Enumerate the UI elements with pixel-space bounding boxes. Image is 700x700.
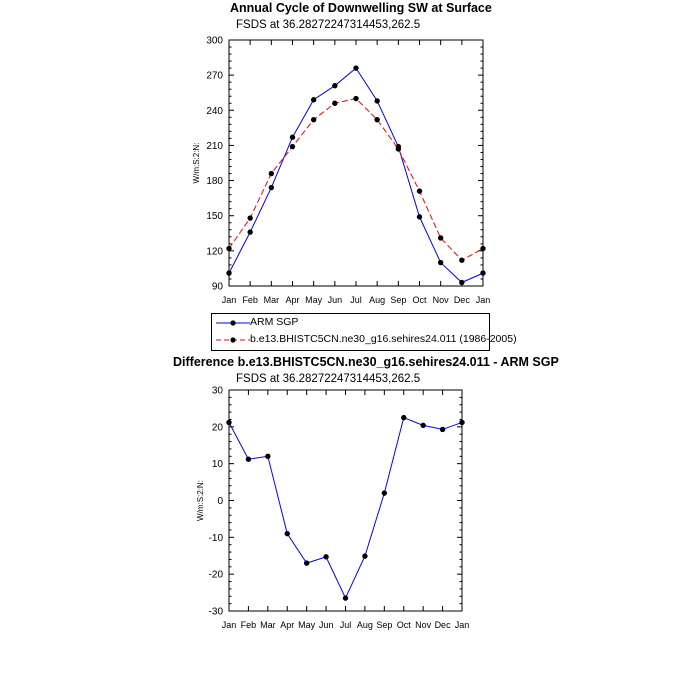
legend-item-arm: ARM SGP (212, 315, 488, 331)
data-point (459, 279, 465, 286)
xtick-label: Oct (412, 295, 427, 305)
data-point (245, 456, 252, 462)
xtick-label: Nov (415, 620, 432, 630)
ytick-label: -30 (209, 607, 224, 618)
xtick-label: Dec (435, 620, 452, 630)
data-point (374, 98, 380, 104)
xtick-label: Jan (476, 295, 491, 305)
data-point (416, 188, 423, 194)
chart2-plot: -30 -20 -10 0 10 20 30 Jan Feb Mar Apr May Jun Jul Aug… (196, 386, 469, 631)
y-axis-label: W/m:S:2:N: (192, 143, 201, 184)
ytick-label: 270 (206, 71, 223, 82)
data-point (284, 530, 290, 537)
legend-swatch-model (216, 337, 250, 343)
xtick-label: Feb (242, 295, 258, 305)
data-point (437, 235, 444, 241)
data-point (420, 422, 426, 429)
data-point (265, 453, 271, 459)
chart2-title: Difference b.e13.BHISTC5CN.ne30_g16.sehi… (173, 355, 559, 369)
xtick-label: Feb (241, 620, 257, 630)
data-point (310, 116, 317, 123)
data-point (459, 257, 465, 263)
data-point (459, 419, 465, 426)
data-point (226, 419, 232, 426)
data-point (303, 560, 310, 566)
xtick-label: Jan (222, 295, 237, 305)
xtick-label: Jun (319, 620, 334, 630)
ytick-label: 120 (206, 246, 223, 257)
y-axis-label: W/m:S:2:N: (196, 480, 205, 521)
data-point (226, 245, 232, 252)
ytick-label: 30 (212, 386, 224, 397)
data-point (395, 146, 402, 152)
data-point (416, 214, 423, 220)
chart1-frame (228, 39, 484, 287)
series-line (228, 98, 484, 261)
data-point (289, 143, 296, 150)
chart2-frame (228, 389, 463, 612)
xtick-label: Oct (397, 620, 412, 630)
xtick-label: Jul (340, 620, 352, 630)
xtick-label: Jan (222, 620, 237, 630)
xtick-label: Jun (328, 295, 343, 305)
xtick-label: Jul (350, 295, 362, 305)
data-point (381, 490, 388, 496)
ytick-label: 10 (212, 459, 224, 470)
ytick-label: 150 (206, 211, 223, 222)
xtick-label: Apr (280, 620, 294, 630)
ytick-label: 240 (206, 106, 223, 117)
xtick-label: Aug (357, 620, 373, 630)
ytick-label: 20 (212, 422, 224, 433)
data-point (268, 184, 275, 191)
xtick-label: Mar (260, 620, 276, 630)
ytick-label: -20 (209, 570, 224, 581)
data-point (332, 82, 338, 89)
ytick-label: 210 (206, 141, 223, 152)
xtick-label: May (305, 295, 323, 305)
xtick-label: Mar (264, 295, 280, 305)
data-point (362, 553, 368, 559)
xtick-label: Dec (454, 295, 471, 305)
ytick-label: 300 (206, 36, 223, 47)
data-point (247, 215, 253, 221)
legend-label-model: b.e13.BHISTC5CN.ne30_g16.sehires24.011 (… (250, 333, 517, 345)
data-point (353, 95, 359, 102)
chart1-title: Annual Cycle of Downwelling SW at Surfac… (230, 1, 492, 15)
data-point (480, 245, 486, 252)
xtick-label: Sep (390, 295, 406, 305)
data-point (289, 134, 296, 140)
data-point (353, 65, 359, 71)
series-line (228, 416, 463, 600)
data-point (401, 414, 407, 421)
legend-swatch-arm (216, 320, 250, 326)
ytick-label: 0 (217, 496, 223, 507)
data-point (480, 270, 486, 276)
xtick-label: Nov (433, 295, 450, 305)
legend-item-model: b.e13.BHISTC5CN.ne30_g16.sehires24.011 (… (212, 332, 517, 348)
ytick-label: -10 (209, 533, 224, 544)
data-point (374, 116, 380, 123)
chart1-plot: 90 120 150 180 210 240 270 300 Jan Feb Mar Apr May Ju… (192, 36, 490, 306)
chart1-subtitle: FSDS at 36.28272247314453,262.5 (236, 19, 421, 31)
xtick-label: Aug (369, 295, 385, 305)
chart2-subtitle: FSDS at 36.28272247314453,262.5 (236, 373, 421, 385)
ytick-label: 180 (206, 176, 223, 187)
data-point (268, 170, 275, 177)
data-point (332, 100, 338, 106)
data-point (310, 97, 317, 103)
xtick-label: Apr (285, 295, 299, 305)
chart1-legend: ARM SGP b.e13.BHISTC5CN.ne30_g16.sehires… (211, 313, 517, 351)
data-point (247, 229, 253, 235)
xtick-label: Sep (376, 620, 392, 630)
data-point (226, 270, 232, 276)
xtick-label: Jan (455, 620, 470, 630)
data-point (439, 426, 446, 433)
data-point (342, 595, 349, 601)
data-point (437, 259, 444, 266)
ytick-label: 90 (212, 282, 224, 293)
data-point (323, 554, 329, 560)
xtick-label: May (298, 620, 316, 630)
legend-label-arm: ARM SGP (250, 316, 299, 328)
